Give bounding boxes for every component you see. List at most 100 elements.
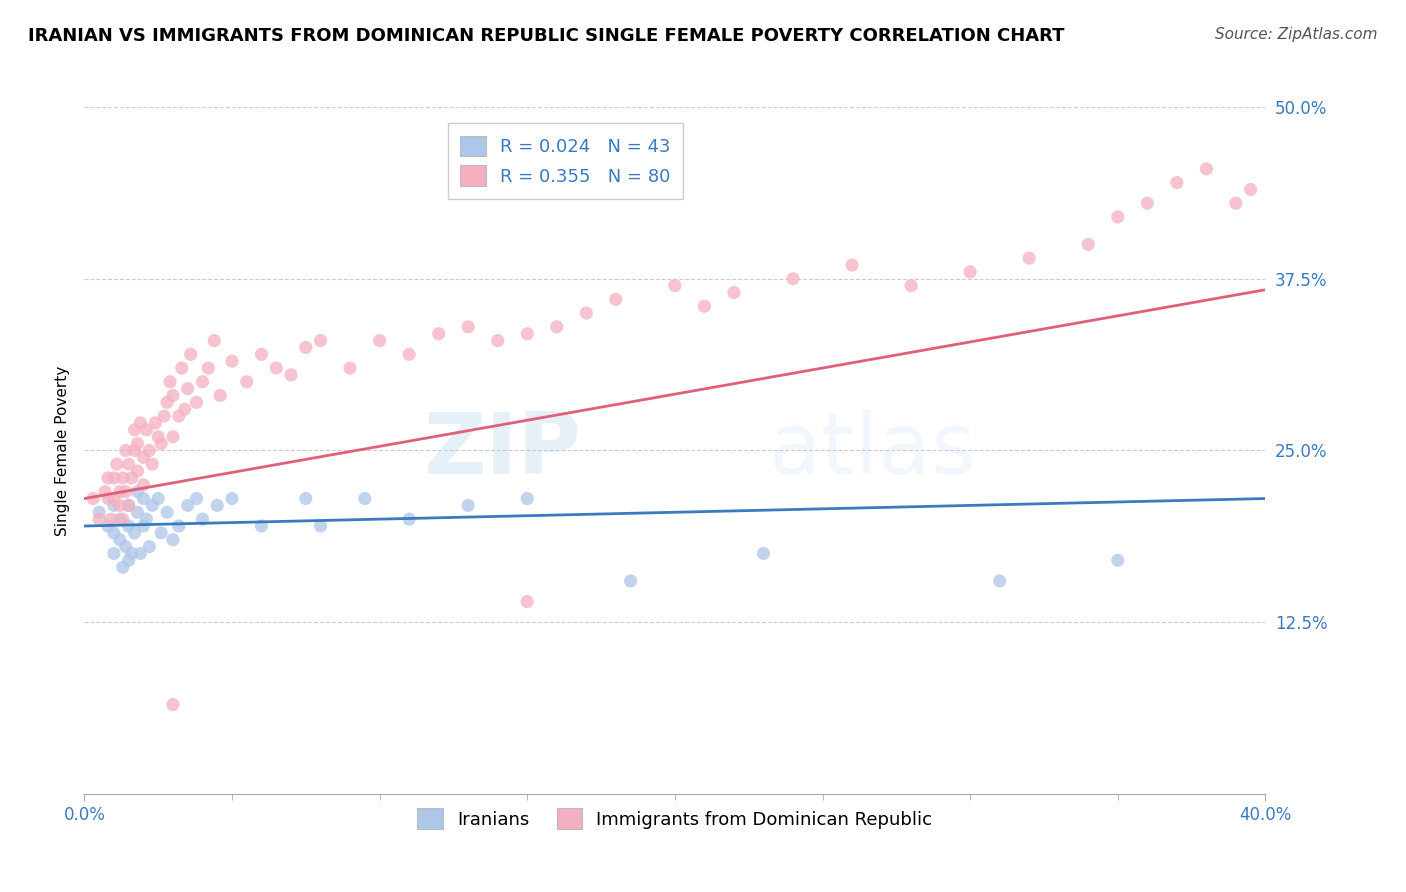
Point [159, 375, 181, 389]
Point [295, 340, 318, 354]
Point [118, 457, 141, 471]
Point [1240, 182, 1263, 196]
Point [782, 271, 804, 285]
Point [124, 443, 146, 458]
Point [693, 299, 716, 313]
Point [127, 505, 149, 519]
Point [1077, 237, 1099, 252]
Point [118, 553, 141, 567]
Point [138, 443, 160, 458]
Point [114, 443, 136, 458]
Point [664, 278, 686, 293]
Point [457, 319, 479, 334]
Point [135, 512, 157, 526]
Point [280, 368, 302, 382]
Point [427, 326, 450, 341]
Point [156, 395, 179, 409]
Point [516, 491, 538, 506]
Point [1136, 196, 1159, 211]
Point [118, 519, 141, 533]
Point [148, 430, 170, 444]
Legend: Iranians, Immigrants from Dominican Republic: Iranians, Immigrants from Dominican Repu… [411, 801, 939, 837]
Point [132, 450, 155, 465]
Point [191, 375, 214, 389]
Point [207, 499, 229, 513]
Point [150, 525, 173, 540]
Point [138, 540, 160, 554]
Point [457, 499, 479, 513]
Text: ZIP: ZIP [423, 409, 581, 492]
Point [103, 491, 125, 506]
Point [546, 319, 568, 334]
Point [173, 402, 195, 417]
Point [1018, 251, 1040, 265]
Point [121, 471, 143, 485]
Point [354, 491, 377, 506]
Point [143, 416, 166, 430]
Point [605, 293, 627, 307]
Point [250, 347, 273, 361]
Point [162, 533, 184, 547]
Point [988, 574, 1011, 588]
Point [516, 326, 538, 341]
Point [209, 388, 232, 402]
Point [309, 519, 332, 533]
Point [516, 594, 538, 608]
Point [295, 491, 318, 506]
Point [221, 491, 243, 506]
Point [167, 519, 190, 533]
Point [150, 436, 173, 450]
Point [114, 484, 136, 499]
Point [339, 361, 361, 376]
Point [132, 519, 155, 533]
Point [959, 265, 981, 279]
Point [368, 334, 391, 348]
Point [103, 471, 125, 485]
Point [197, 361, 219, 376]
Point [105, 457, 128, 471]
Point [97, 471, 120, 485]
Point [250, 519, 273, 533]
Point [108, 533, 131, 547]
Point [162, 430, 184, 444]
Point [167, 409, 190, 423]
Point [108, 499, 131, 513]
Point [575, 306, 598, 320]
Point [620, 574, 643, 588]
Point [1225, 196, 1247, 211]
Point [108, 512, 131, 526]
Point [153, 409, 176, 423]
Point [156, 505, 179, 519]
Point [103, 546, 125, 561]
Point [162, 388, 184, 402]
Point [111, 471, 134, 485]
Point [127, 484, 149, 499]
Text: IRANIAN VS IMMIGRANTS FROM DOMINICAN REPUBLIC SINGLE FEMALE POVERTY CORRELATION : IRANIAN VS IMMIGRANTS FROM DOMINICAN REP… [28, 27, 1064, 45]
Point [486, 334, 509, 348]
Point [309, 334, 332, 348]
Point [162, 698, 184, 712]
Point [121, 546, 143, 561]
Point [186, 395, 208, 409]
Point [103, 525, 125, 540]
Point [97, 491, 120, 506]
Point [177, 382, 200, 396]
Point [87, 505, 111, 519]
Point [170, 361, 193, 376]
Y-axis label: Single Female Poverty: Single Female Poverty [55, 366, 70, 535]
Point [1166, 176, 1188, 190]
Point [1107, 210, 1129, 224]
Point [124, 525, 146, 540]
Point [266, 361, 288, 376]
Text: Source: ZipAtlas.com: Source: ZipAtlas.com [1215, 27, 1378, 42]
Point [97, 519, 120, 533]
Point [111, 560, 134, 574]
Point [82, 491, 104, 506]
Point [124, 423, 146, 437]
Point [398, 347, 420, 361]
Point [100, 512, 122, 526]
Point [202, 334, 225, 348]
Point [1107, 553, 1129, 567]
Point [132, 478, 155, 492]
Text: atlas: atlas [769, 409, 977, 492]
